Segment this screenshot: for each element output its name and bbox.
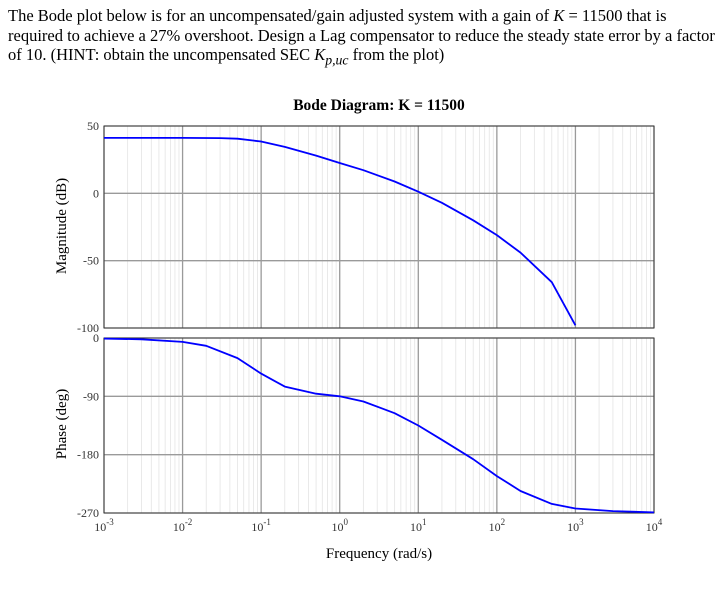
- y-tick-label: -100: [77, 321, 99, 335]
- y-tick-label: 0: [93, 186, 99, 200]
- phase-y-label: Phase (deg): [54, 389, 70, 459]
- y-tick-label: -270: [77, 506, 99, 520]
- problem-text-2: = 11500 that is required to achieve a 27…: [8, 6, 715, 64]
- plot-frame: [103, 337, 655, 514]
- kp-subscript: p,uc: [325, 52, 349, 68]
- response-curve: [103, 337, 655, 514]
- y-tick-label: -180: [77, 448, 99, 462]
- problem-statement: The Bode plot below is for an uncompensa…: [8, 6, 716, 70]
- plot-frame: [103, 125, 655, 329]
- x-tick-label: 10-3: [94, 517, 114, 534]
- y-tick-label: 50: [87, 119, 99, 133]
- magnitude-y-label: Magnitude (dB): [54, 178, 70, 274]
- x-tick-label: 100: [331, 517, 348, 534]
- y-tick-label: -90: [83, 389, 99, 403]
- gain-symbol: K: [553, 6, 565, 25]
- response-curve: [104, 137, 577, 326]
- x-tick-label: 102: [489, 517, 506, 534]
- y-tick-label: 0: [93, 331, 99, 345]
- x-axis-label: Frequency (rad/s): [326, 546, 432, 562]
- chart-title: Bode Diagram: K = 11500: [293, 97, 465, 114]
- x-tick-label: 101: [410, 517, 427, 534]
- x-tick-label: 103: [567, 517, 584, 534]
- x-tick-label: 10-1: [251, 517, 271, 534]
- x-tick-label: 10-2: [173, 517, 193, 534]
- problem-text-3: from the plot): [348, 45, 445, 64]
- y-tick-label: -50: [83, 254, 99, 268]
- x-tick-label: 104: [646, 517, 663, 534]
- magnitude-panel: 50 0 -50 -100: [77, 119, 655, 335]
- kp-symbol: K: [314, 45, 326, 64]
- problem-text-1: The Bode plot below is for an uncompensa…: [8, 6, 554, 25]
